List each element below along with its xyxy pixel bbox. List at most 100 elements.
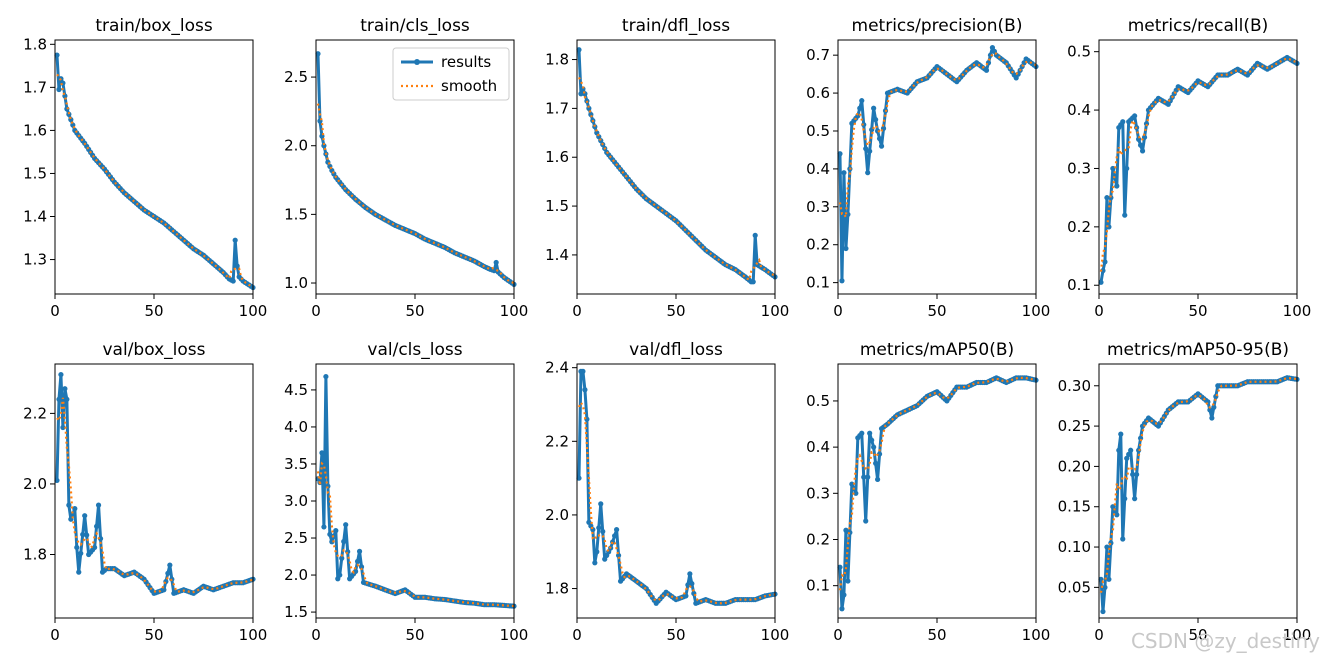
y-tick-label: 0.15 (1058, 498, 1091, 516)
x-tick-label: 50 (927, 302, 946, 320)
smooth-line (838, 376, 1037, 591)
smooth-line (1099, 377, 1298, 593)
x-tick-label: 50 (666, 302, 685, 320)
results-point (354, 558, 361, 564)
results-point (58, 371, 64, 378)
y-tick-label: 3.0 (284, 492, 308, 510)
results-point (1124, 165, 1130, 172)
results-point (356, 548, 363, 554)
results-point (861, 474, 867, 480)
x-tick-label: 50 (405, 626, 424, 644)
x-tick-label: 0 (50, 626, 60, 644)
results-point (165, 570, 171, 576)
x-tick-label: 0 (311, 302, 321, 320)
y-tick-label: 1.3 (23, 251, 47, 269)
x-tick-label: 50 (666, 626, 685, 644)
results-point (1209, 415, 1215, 421)
y-tick-label: 1.8 (545, 580, 569, 598)
y-tick-label: 0.7 (806, 46, 830, 64)
results-point (1137, 142, 1144, 148)
smooth-line (56, 397, 254, 594)
y-tick-label: 0.25 (1058, 417, 1091, 435)
results-point (1100, 608, 1106, 615)
results-point (612, 533, 618, 539)
results-point (614, 527, 620, 533)
results-point (60, 424, 66, 431)
results-point (752, 232, 758, 238)
subplot-title: val/dfl_loss (629, 340, 723, 360)
results-point (82, 513, 88, 519)
axes-frame (54, 39, 254, 295)
results-line (55, 54, 254, 289)
results-point (1116, 447, 1122, 453)
y-tick-label: 1.4 (545, 246, 569, 264)
results-point (849, 481, 855, 487)
x-tick-label: 100 (1022, 302, 1051, 320)
results-point (1098, 279, 1104, 285)
y-tick-label: 1.7 (545, 99, 569, 117)
x-tick-label: 100 (500, 626, 529, 644)
results-point (232, 237, 238, 243)
y-tick-label: 2.0 (284, 566, 308, 584)
y-tick-label: 1.7 (23, 78, 47, 96)
results-point (1128, 447, 1134, 453)
subplot-9: metrics/mAP50-95(B) 0 50 100 0.05 0.10 0.15 0.2… (1058, 340, 1312, 644)
results-point (54, 477, 60, 484)
y-tick-label: 1.5 (284, 603, 308, 621)
subplot-6: val/cls_loss 0 50 100 1.5 2.0 2.5 3.0 3.5 4.0 4.5 (284, 340, 528, 644)
results-line (1099, 376, 1298, 614)
x-tick-label: 0 (833, 626, 843, 644)
results-point (1130, 471, 1136, 478)
results-point (687, 571, 693, 577)
x-tick-label: 0 (572, 626, 582, 644)
subplot-3: metrics/precision(B) 0 50 100 0.1 0.2 0.3 0.4 0.… (806, 16, 1050, 320)
subplot-title: metrics/mAP50-95(B) (1107, 340, 1289, 360)
x-tick-label: 50 (405, 302, 424, 320)
x-tick-label: 0 (311, 626, 321, 644)
results-point (843, 245, 849, 252)
smooth-line (56, 73, 254, 288)
y-tick-label: 1.5 (545, 197, 569, 215)
results-point (234, 263, 240, 269)
y-tick-label: 0.05 (1058, 578, 1091, 596)
results-point (598, 501, 604, 507)
results-point (839, 278, 845, 284)
y-tick-label: 1.0 (284, 274, 308, 292)
y-tick-label: 0.2 (1067, 218, 1091, 236)
results-point (1110, 504, 1116, 510)
results-point (873, 460, 879, 466)
results-point (876, 135, 883, 142)
results-point (863, 146, 869, 152)
results-line (55, 373, 254, 595)
axes-frame (54, 363, 254, 619)
results-point (1118, 431, 1124, 437)
y-tick-label: 0.30 (1058, 377, 1091, 395)
subplot-title: metrics/recall(B) (1128, 16, 1269, 36)
subplot-title: val/cls_loss (367, 340, 462, 360)
results-point (339, 555, 345, 561)
y-tick-label: 3.5 (284, 455, 308, 473)
legend-smooth-label: smooth (441, 77, 497, 95)
results-point (837, 564, 843, 570)
results-point (576, 475, 582, 481)
results-point (594, 549, 600, 555)
results-point (95, 502, 102, 508)
results-point (865, 170, 871, 176)
subplot-title: metrics/precision(B) (852, 16, 1023, 36)
results-point (841, 170, 847, 176)
results-point (62, 386, 68, 392)
y-tick-label: 1.5 (284, 205, 308, 223)
results-point (1120, 536, 1126, 542)
results-point (750, 279, 756, 285)
results-line (316, 375, 515, 608)
results-point (56, 396, 62, 402)
y-tick-label: 2.2 (23, 404, 47, 422)
results-point (1104, 195, 1110, 201)
axes-frame (315, 363, 515, 619)
subplot-4: metrics/recall(B) 0 50 100 0.1 0.2 0.3 0.4 0.5 (1067, 16, 1311, 320)
results-point (853, 490, 859, 496)
results-point (1114, 512, 1120, 518)
y-tick-label: 2.0 (545, 506, 569, 524)
results-point (321, 524, 327, 530)
results-point (871, 444, 877, 450)
